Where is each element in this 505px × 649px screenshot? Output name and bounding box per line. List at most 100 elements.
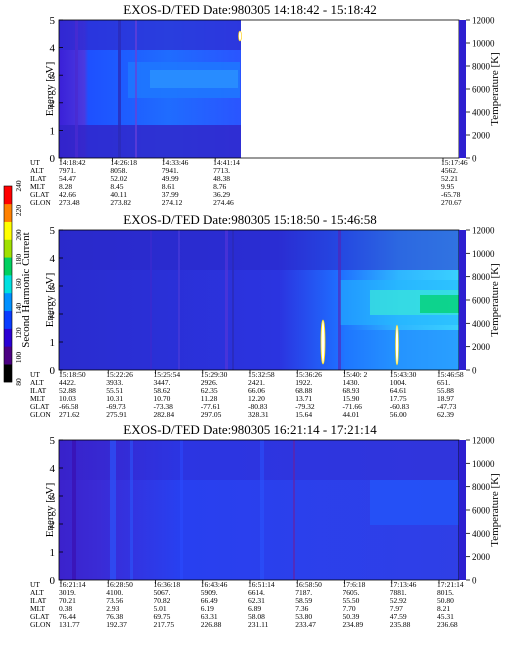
- panel-2-y2tick-label: 4000: [472, 319, 491, 329]
- colorbar-swatch: [4, 186, 12, 205]
- panel-3-row-label: GLON: [30, 620, 51, 629]
- panel-1-y2tick-label: 4000: [472, 108, 491, 118]
- panel-3-cell: 16:58:50: [295, 580, 322, 589]
- panel-2-row-label: MLT: [30, 394, 46, 403]
- panel-3-cell: 4100.: [106, 588, 123, 597]
- panel-2-cell: 13.71: [295, 394, 312, 403]
- panel-1-cell: 14:26:18: [110, 158, 137, 167]
- panel-2-y2tick-label: 12000: [472, 226, 495, 236]
- colorbar-swatch: [4, 346, 12, 365]
- panel-2-cell: 10.03: [59, 394, 76, 403]
- colorbar-swatch: [4, 275, 12, 294]
- colorbar-tick-label: 160: [14, 278, 23, 290]
- panel-3-y2tick-label: 12000: [472, 436, 495, 446]
- panel-2-ylabel: Energy [eV]: [44, 273, 56, 327]
- panel-1-y2tick-label: 10000: [472, 39, 495, 49]
- panel-1-y2tick-label: 6000: [472, 85, 491, 95]
- panel-1-title: EXOS-D/TED Date:980305 14:18:42 - 15:18:…: [123, 2, 376, 17]
- panel-3-cell: 7881.: [390, 588, 407, 597]
- panel-2-ytick-label: 1: [50, 337, 56, 349]
- panel-1-row-label: GLAT: [30, 190, 50, 199]
- colorbar-tick-label: 220: [14, 205, 23, 217]
- panel-3-cell: 17:6:18: [343, 580, 366, 589]
- panel-2-cell: 2926.: [201, 378, 218, 387]
- panel-1-cell: 7971.: [59, 166, 76, 175]
- panel-2-cell: 62.39: [437, 410, 454, 419]
- panel-2-annotation-table: UTALTILATMLTGLATGLON15:18:504422.52.8810…: [30, 370, 464, 419]
- panel-1-cell: 40.11: [110, 190, 127, 199]
- panel-3-cell: 6614.: [248, 588, 265, 597]
- colorbar-swatch: [4, 221, 12, 240]
- panel-1-cell: 7713.: [213, 166, 230, 175]
- panel-2-cell: 1922.: [295, 378, 312, 387]
- panel-2-y2tick-label: 8000: [472, 272, 491, 282]
- panel-2-row-label: UT: [30, 370, 40, 379]
- panel-1-row-label: UT: [30, 158, 40, 167]
- panel-3-cell: 5067.: [154, 588, 171, 597]
- panel-2-cell: -47.73: [437, 402, 457, 411]
- panel-3-cell: 17:13:46: [390, 580, 417, 589]
- panel-2-cell: 15:40: 2: [343, 370, 368, 379]
- panel-2-cell: 52.88: [59, 386, 76, 395]
- panel-1-cell: 8058.: [110, 166, 127, 175]
- panel-3-temperature-bar: [459, 440, 466, 580]
- panel-2-cell: 275.91: [106, 410, 127, 419]
- panel-3-title: EXOS-D/TED Date:980305 16:21:14 - 17:21:…: [123, 422, 377, 437]
- panel-3-cell: 52.92: [390, 596, 407, 605]
- panel-3-row-label: MLT: [30, 604, 46, 613]
- panel-1-ytick-label: 5: [50, 15, 56, 27]
- panel-1-cell: 48.38: [213, 174, 230, 183]
- panel-1-cell: 8.45: [110, 182, 123, 191]
- panel-1-cell: 15:17:46: [441, 158, 468, 167]
- panel-1-y2tick-label: 12000: [472, 16, 495, 26]
- panel-1-cell: 14:18:42: [59, 158, 86, 167]
- panel-2-cell: 11.28: [201, 394, 218, 403]
- panel-1-cell: -65.78: [441, 190, 461, 199]
- colorbar-tick-label: 100: [14, 352, 23, 364]
- panel-1-cell: 274.12: [162, 198, 183, 207]
- panel-3-y2label: Temperature [K]: [489, 473, 501, 546]
- panel-3-cell: 226.88: [201, 620, 222, 629]
- panel-1-cell: 273.48: [59, 198, 80, 207]
- panel-2-cell: 15:43:30: [390, 370, 417, 379]
- panel-3-cell: 8.21: [437, 604, 450, 613]
- panel-3-cell: 5.01: [154, 604, 167, 613]
- panel-1-ytick-label: 1: [50, 125, 56, 137]
- panel-2-y2tick-label: 6000: [472, 296, 491, 306]
- panel-2-heatmap: [59, 230, 459, 370]
- panel-3-ytick-label: 2: [50, 519, 56, 531]
- panel-1-cell: 49.99: [162, 174, 179, 183]
- panel-3-cell: 5909.: [201, 588, 218, 597]
- panel-3-yticks: 0 1 2 3 4 5: [50, 435, 63, 587]
- panel-1-cell: 37.99: [162, 190, 179, 199]
- panel-3-cell: 3019.: [59, 588, 76, 597]
- panel-2-cell: -79.32: [295, 402, 315, 411]
- colorbar-swatch: [4, 328, 12, 347]
- panel-2-row-label: GLON: [30, 410, 51, 419]
- panel-2-row-label: ILAT: [30, 386, 47, 395]
- panel-1-temperature-bar: [459, 20, 466, 158]
- panel-2-cell: 1430.: [343, 378, 360, 387]
- panel-3-cell: 76.38: [106, 612, 123, 621]
- panel-2: EXOS-D/TED Date:980305 15:18:50 - 15:46:…: [30, 212, 501, 419]
- panel-2-cell: 15:25:54: [154, 370, 181, 379]
- panel-3-row-label: ALT: [30, 588, 44, 597]
- panel-2-ytick-label: 0: [50, 365, 56, 377]
- panel-3-ytick-label: 5: [50, 435, 56, 447]
- panel-3-cell: 2.93: [106, 604, 119, 613]
- colorbar-ticks: 80 100 120 140 160 180 200 220 240: [14, 180, 23, 386]
- colorbar-tick-label: 240: [14, 180, 23, 192]
- panel-2-row-label: ALT: [30, 378, 44, 387]
- panel-2-cell: -69.73: [106, 402, 126, 411]
- panel-1-ytick-label: 2: [50, 98, 56, 110]
- panel-1-heatmap: [59, 20, 242, 158]
- panel-3-cell: 7605.: [343, 588, 360, 597]
- panel-2-cell: 15:32:58: [248, 370, 275, 379]
- panel-3-cell: 47.59: [390, 612, 407, 621]
- panel-3-cell: 234.89: [343, 620, 364, 629]
- panel-2-cell: 15:22:26: [106, 370, 133, 379]
- panel-1-cell: 8.61: [162, 182, 175, 191]
- colorbar-tick-label: 120: [14, 327, 23, 339]
- panel-3-cell: 8015.: [437, 588, 454, 597]
